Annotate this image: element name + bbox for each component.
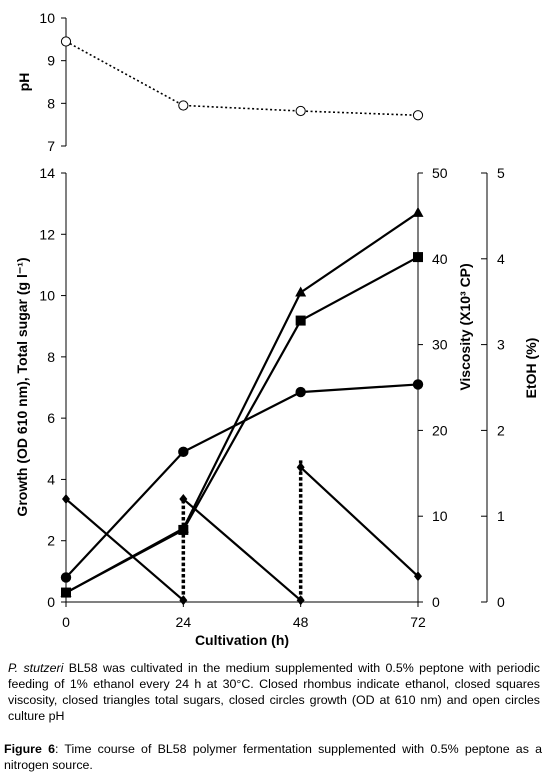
x-tick-label: 0 <box>62 614 70 630</box>
figure-label: Figure 6 <box>4 742 55 756</box>
viscosity-tick-label: 30 <box>432 337 448 353</box>
ethanol-point <box>296 462 305 473</box>
ph-line <box>65 40 419 117</box>
etoh-axis-label: EtOH (%) <box>523 338 539 399</box>
figure-caption-text: : Time course of BL58 polymer fermentati… <box>4 742 542 772</box>
growth-point <box>295 386 306 398</box>
ph-panel: 7 8 9 10 pH <box>16 10 424 154</box>
etoh-tick-label: 5 <box>497 165 505 181</box>
viscosity-tick-label: 50 <box>432 165 448 181</box>
x-tick-label: 48 <box>293 614 309 630</box>
ph-y-tick-label: 9 <box>47 53 55 69</box>
viscosity-point <box>61 587 71 598</box>
viscosity-point <box>295 315 306 326</box>
ph-y-tick-label: 7 <box>47 138 55 154</box>
ethanol-point <box>414 571 422 582</box>
growth-line <box>65 383 419 579</box>
ethanol-line <box>182 498 302 602</box>
left-y-tick-label: 6 <box>47 410 55 426</box>
growth-point <box>60 572 72 583</box>
etoh-tick-label: 0 <box>497 594 505 610</box>
figure-caption: Figure 6: Time course of BL58 polymer fe… <box>4 741 542 773</box>
left-y-axis-label: Growth (OD 610 nm), Total sugar (g l⁻¹) <box>14 257 30 516</box>
ph-point <box>178 100 189 111</box>
x-tick-label: 24 <box>176 614 192 630</box>
etoh-tick-label: 1 <box>497 508 505 524</box>
ethanol-point <box>179 494 188 505</box>
viscosity-tick-label: 10 <box>432 508 448 524</box>
growth-point <box>178 446 189 458</box>
ph-point <box>412 110 424 121</box>
viscosity-line <box>65 256 419 594</box>
ph-point <box>295 105 306 117</box>
viscosity-point <box>178 524 189 535</box>
ethanol-point <box>296 595 305 606</box>
total-sugar-point <box>295 286 307 297</box>
etoh-tick-label: 4 <box>497 251 505 267</box>
legend-body: BL58 was cultivated in the medium supple… <box>8 661 540 723</box>
viscosity-tick-label: 0 <box>432 594 440 610</box>
left-y-tick-label: 14 <box>39 165 55 181</box>
left-y-tick-label: 10 <box>39 288 55 304</box>
ethanol-line <box>299 466 419 578</box>
ph-y-tick-label: 10 <box>39 10 55 26</box>
x-tick-label: 72 <box>410 614 426 630</box>
total-sugar-line <box>65 211 419 594</box>
viscosity-tick-label: 20 <box>432 422 448 438</box>
ethanol-line <box>65 498 185 602</box>
left-y-tick-label: 8 <box>47 349 55 365</box>
left-y-tick-label: 12 <box>39 226 55 242</box>
left-y-tick-label: 0 <box>47 594 55 610</box>
etoh-tick-label: 2 <box>497 422 505 438</box>
species-name: P. stutzeri <box>8 661 64 675</box>
figure-legend-text: P. stutzeri BL58 was cultivated in the m… <box>8 660 540 724</box>
viscosity-point <box>413 252 423 263</box>
total-sugar-point <box>412 206 424 217</box>
ph-point <box>60 36 72 47</box>
ph-y-tick-label: 8 <box>47 95 55 111</box>
ethanol-point <box>179 595 188 606</box>
left-y-tick-label: 4 <box>47 471 55 487</box>
ph-y-axis-label: pH <box>16 73 32 92</box>
growth-point <box>412 379 424 390</box>
viscosity-tick-label: 40 <box>432 251 448 267</box>
viscosity-axis-label: Viscosity (X10³ CP) <box>457 263 473 390</box>
left-y-tick-label: 2 <box>47 533 55 549</box>
etoh-tick-label: 3 <box>497 337 505 353</box>
x-axis-label: Cultivation (h) <box>195 632 289 648</box>
ethanol-point <box>62 494 70 505</box>
